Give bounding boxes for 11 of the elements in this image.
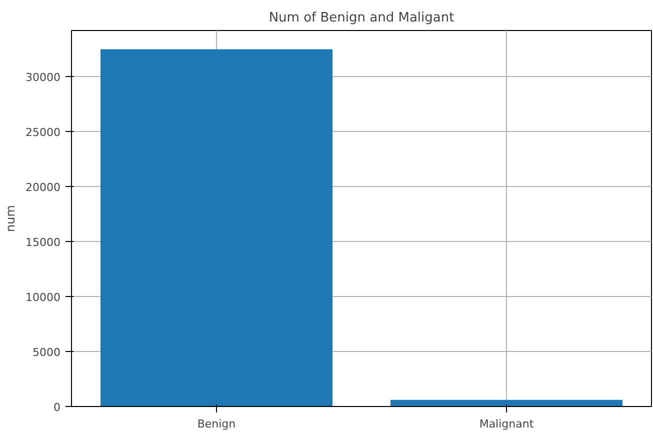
- y-tick-label: 25000: [26, 126, 61, 140]
- x-tick-label: Malignant: [479, 418, 534, 430]
- y-tick-label: 15000: [26, 236, 61, 250]
- y-tick-label: 0: [54, 401, 60, 414]
- x-tick-label: Benign: [197, 418, 236, 430]
- chart-title: Num of Benign and Maligant: [268, 10, 454, 26]
- y-tick-label: 10000: [26, 291, 61, 304]
- y-tick-label: 20000: [26, 181, 61, 194]
- y-tick-label: 5000: [32, 346, 61, 360]
- y-tick-label: 30000: [26, 71, 61, 84]
- y-axis-title: num: [4, 205, 18, 232]
